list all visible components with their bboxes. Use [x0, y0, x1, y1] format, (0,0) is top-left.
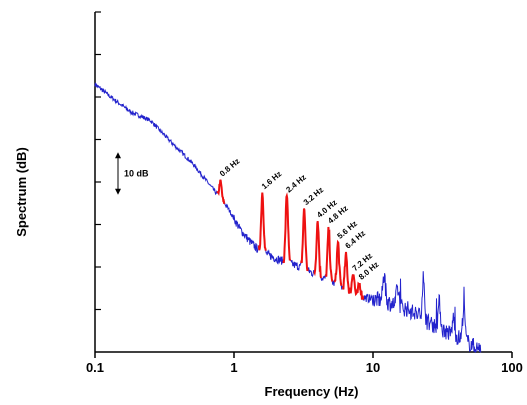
y-axis-title: Spectrum (dB) — [14, 147, 29, 237]
harmonic-peak — [313, 221, 323, 279]
harmonic-peak — [348, 274, 358, 297]
x-ticks: 0.1 1 10 100 — [86, 352, 523, 375]
x-tick-label: 1 — [230, 360, 237, 375]
x-axis-title: Frequency (Hz) — [265, 384, 359, 399]
peak-label: 0.8 Hz — [218, 157, 241, 179]
harmonic-peak — [355, 281, 365, 300]
harmonic-peak — [257, 192, 267, 251]
scale-bar-label: 10 dB — [124, 169, 149, 179]
peak-label: 2.4 Hz — [284, 173, 307, 195]
scale-bar-arrow-down — [115, 188, 121, 195]
x-tick-label: 100 — [501, 360, 523, 375]
harmonic-peak — [282, 192, 292, 264]
harmonic-peak — [216, 179, 226, 205]
harmonic-peak — [324, 226, 334, 282]
x-tick-label: 0.1 — [86, 360, 104, 375]
scale-bar: 10 dB — [115, 152, 149, 195]
scale-bar-arrow-up — [115, 152, 121, 159]
harmonic-peak — [300, 208, 309, 272]
x-tick-label: 10 — [366, 360, 380, 375]
harmonic-peak — [341, 251, 351, 294]
peak-label: 1.6 Hz — [260, 169, 283, 191]
y-ticks — [95, 11, 101, 311]
peak-labels: 0.8 Hz1.6 Hz 2.4 Hz3.2 Hz4.0 Hz4.8 Hz5.6 … — [218, 157, 380, 282]
harmonic-peak — [333, 239, 343, 286]
peak-label: 3.2 Hz — [302, 185, 325, 207]
harmonic-peaks — [216, 179, 365, 300]
